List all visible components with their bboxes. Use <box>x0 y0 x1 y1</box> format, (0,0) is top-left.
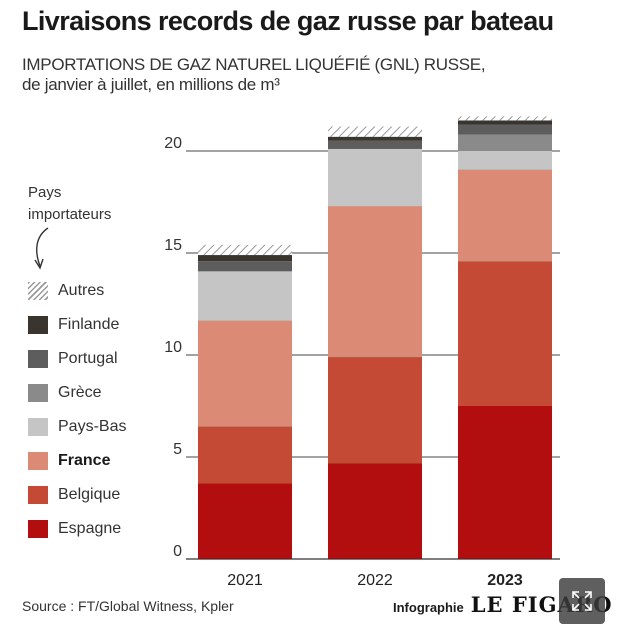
legend-label-france: France <box>58 452 111 469</box>
bar-segment-finlande-2021 <box>198 255 292 262</box>
legend-item-grece: Grèce <box>28 382 102 404</box>
subtitle-line-1: IMPORTATIONS DE GAZ NATUREL LIQUÉFIÉ (GN… <box>22 55 486 74</box>
bar-segment-pays-bas-2021 <box>198 271 292 321</box>
bar-segment-grece-2023 <box>458 134 552 151</box>
x-tick-label-2023: 2023 <box>487 572 523 589</box>
legend-label-finlande: Finlande <box>58 316 120 333</box>
expand-button[interactable] <box>559 578 605 624</box>
legend-item-pays-bas: Pays-Bas <box>28 416 126 438</box>
legend-swatch-finlande <box>28 316 48 334</box>
bar-segment-france-2023 <box>458 169 552 262</box>
legend-item-autres: Autres <box>28 280 104 302</box>
legend-label-autres: Autres <box>58 282 105 299</box>
infographie-label: Infographie <box>393 600 464 615</box>
legend-item-espagne: Espagne <box>28 518 121 540</box>
bar-segment-autres-2021 <box>198 244 292 256</box>
curved-arrow-down-icon <box>34 227 49 270</box>
bar-segment-autres-2022 <box>328 126 422 137</box>
legend-item-portugal: Portugal <box>28 348 118 370</box>
legend-swatch-autres <box>28 282 48 300</box>
x-tick-label-2021: 2021 <box>227 572 263 589</box>
legend-swatch-portugal <box>28 350 48 368</box>
subtitle-line-2: de janvier à juillet, en millions de m³ <box>22 75 280 94</box>
bar-segment-belgique-2023 <box>458 261 552 406</box>
chart-title: Livraisons records de gaz russe par bate… <box>22 6 554 36</box>
bar-segment-pays-bas-2022 <box>328 148 422 207</box>
legend-caption-line-2: importateurs <box>28 206 112 223</box>
bar-segment-espagne-2023 <box>458 406 552 559</box>
source-note: Source : FT/Global Witness, Kpler <box>22 598 234 614</box>
bar-segment-portugal-2021 <box>198 261 292 272</box>
y-tick-label: 10 <box>164 339 182 356</box>
bar-segment-autres-2023 <box>458 116 552 121</box>
bar-segment-portugal-2023 <box>458 124 552 135</box>
bar-segment-france-2022 <box>328 206 422 358</box>
bar-segment-france-2021 <box>198 320 292 427</box>
chart-subtitle: IMPORTATIONS DE GAZ NATUREL LIQUÉFIÉ (GN… <box>22 55 486 95</box>
y-tick-label: 20 <box>164 135 182 152</box>
legend-caption-line-1: Pays <box>28 184 62 201</box>
expand-arrows-icon <box>572 591 592 611</box>
bar-segment-espagne-2021 <box>198 483 292 559</box>
legend-swatch-grece <box>28 384 48 402</box>
legend-swatch-france <box>28 452 48 470</box>
y-tick-label: 5 <box>173 441 182 458</box>
y-tick-label: 0 <box>173 543 182 560</box>
legend-swatch-pays-bas <box>28 418 48 436</box>
legend-item-france: France <box>28 450 110 472</box>
legend-label-belgique: Belgique <box>58 486 121 503</box>
bar-segment-finlande-2023 <box>458 120 552 125</box>
legend-label-pays-bas: Pays-Bas <box>58 418 127 435</box>
legend-item-finlande: Finlande <box>28 314 119 336</box>
bar-segment-finlande-2022 <box>328 136 422 141</box>
legend-caption: Pays importateurs <box>28 182 111 226</box>
bar-segment-belgique-2022 <box>328 357 422 464</box>
legend-label-grece: Grèce <box>58 384 102 401</box>
bar-segment-pays-bas-2023 <box>458 151 552 170</box>
bar-segment-espagne-2022 <box>328 463 422 559</box>
legend-swatch-belgique <box>28 486 48 504</box>
y-tick-label: 15 <box>164 237 182 254</box>
bar-segment-portugal-2022 <box>328 140 422 149</box>
bar-segment-belgique-2021 <box>198 426 292 484</box>
legend-label-espagne: Espagne <box>58 520 122 537</box>
x-tick-label-2022: 2022 <box>357 572 393 589</box>
legend-label-portugal: Portugal <box>58 350 118 367</box>
legend-swatch-espagne <box>28 520 48 538</box>
legend-item-belgique: Belgique <box>28 484 120 506</box>
